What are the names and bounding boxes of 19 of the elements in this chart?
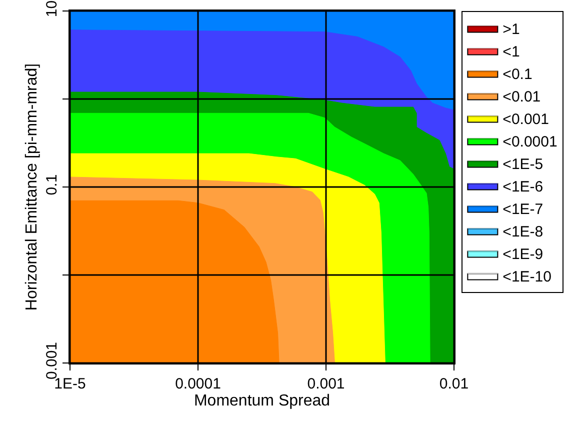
legend-label: <1E-6 — [502, 178, 544, 196]
legend-label: <1E-5 — [502, 156, 544, 174]
legend-label: <1E-10 — [502, 268, 552, 286]
legend-label: <0.1 — [502, 66, 532, 84]
x-tick-label: 0.01 — [439, 376, 469, 392]
legend-label: <0.01 — [502, 88, 541, 106]
y-tick-label: 0.1 — [44, 174, 60, 196]
x-tick-label: 0.0001 — [175, 376, 221, 392]
legend-label: <1E-9 — [502, 246, 544, 264]
legend-label: >1 — [502, 21, 520, 38]
legend-label: <0.0001 — [502, 134, 558, 151]
x-axis-title: Momentum Spread — [194, 392, 330, 410]
legend-label: <1 — [502, 44, 520, 61]
y-axis-title: Horizontal Emittance [pi-mm-mrad] — [24, 63, 41, 311]
legend-label: <1E-7 — [502, 201, 544, 218]
legend-label: <1E-8 — [502, 224, 544, 241]
legend-label: <0.001 — [502, 111, 549, 128]
y-tick-label: 10 — [44, 0, 60, 18]
x-tick-label: 0.001 — [307, 376, 345, 392]
